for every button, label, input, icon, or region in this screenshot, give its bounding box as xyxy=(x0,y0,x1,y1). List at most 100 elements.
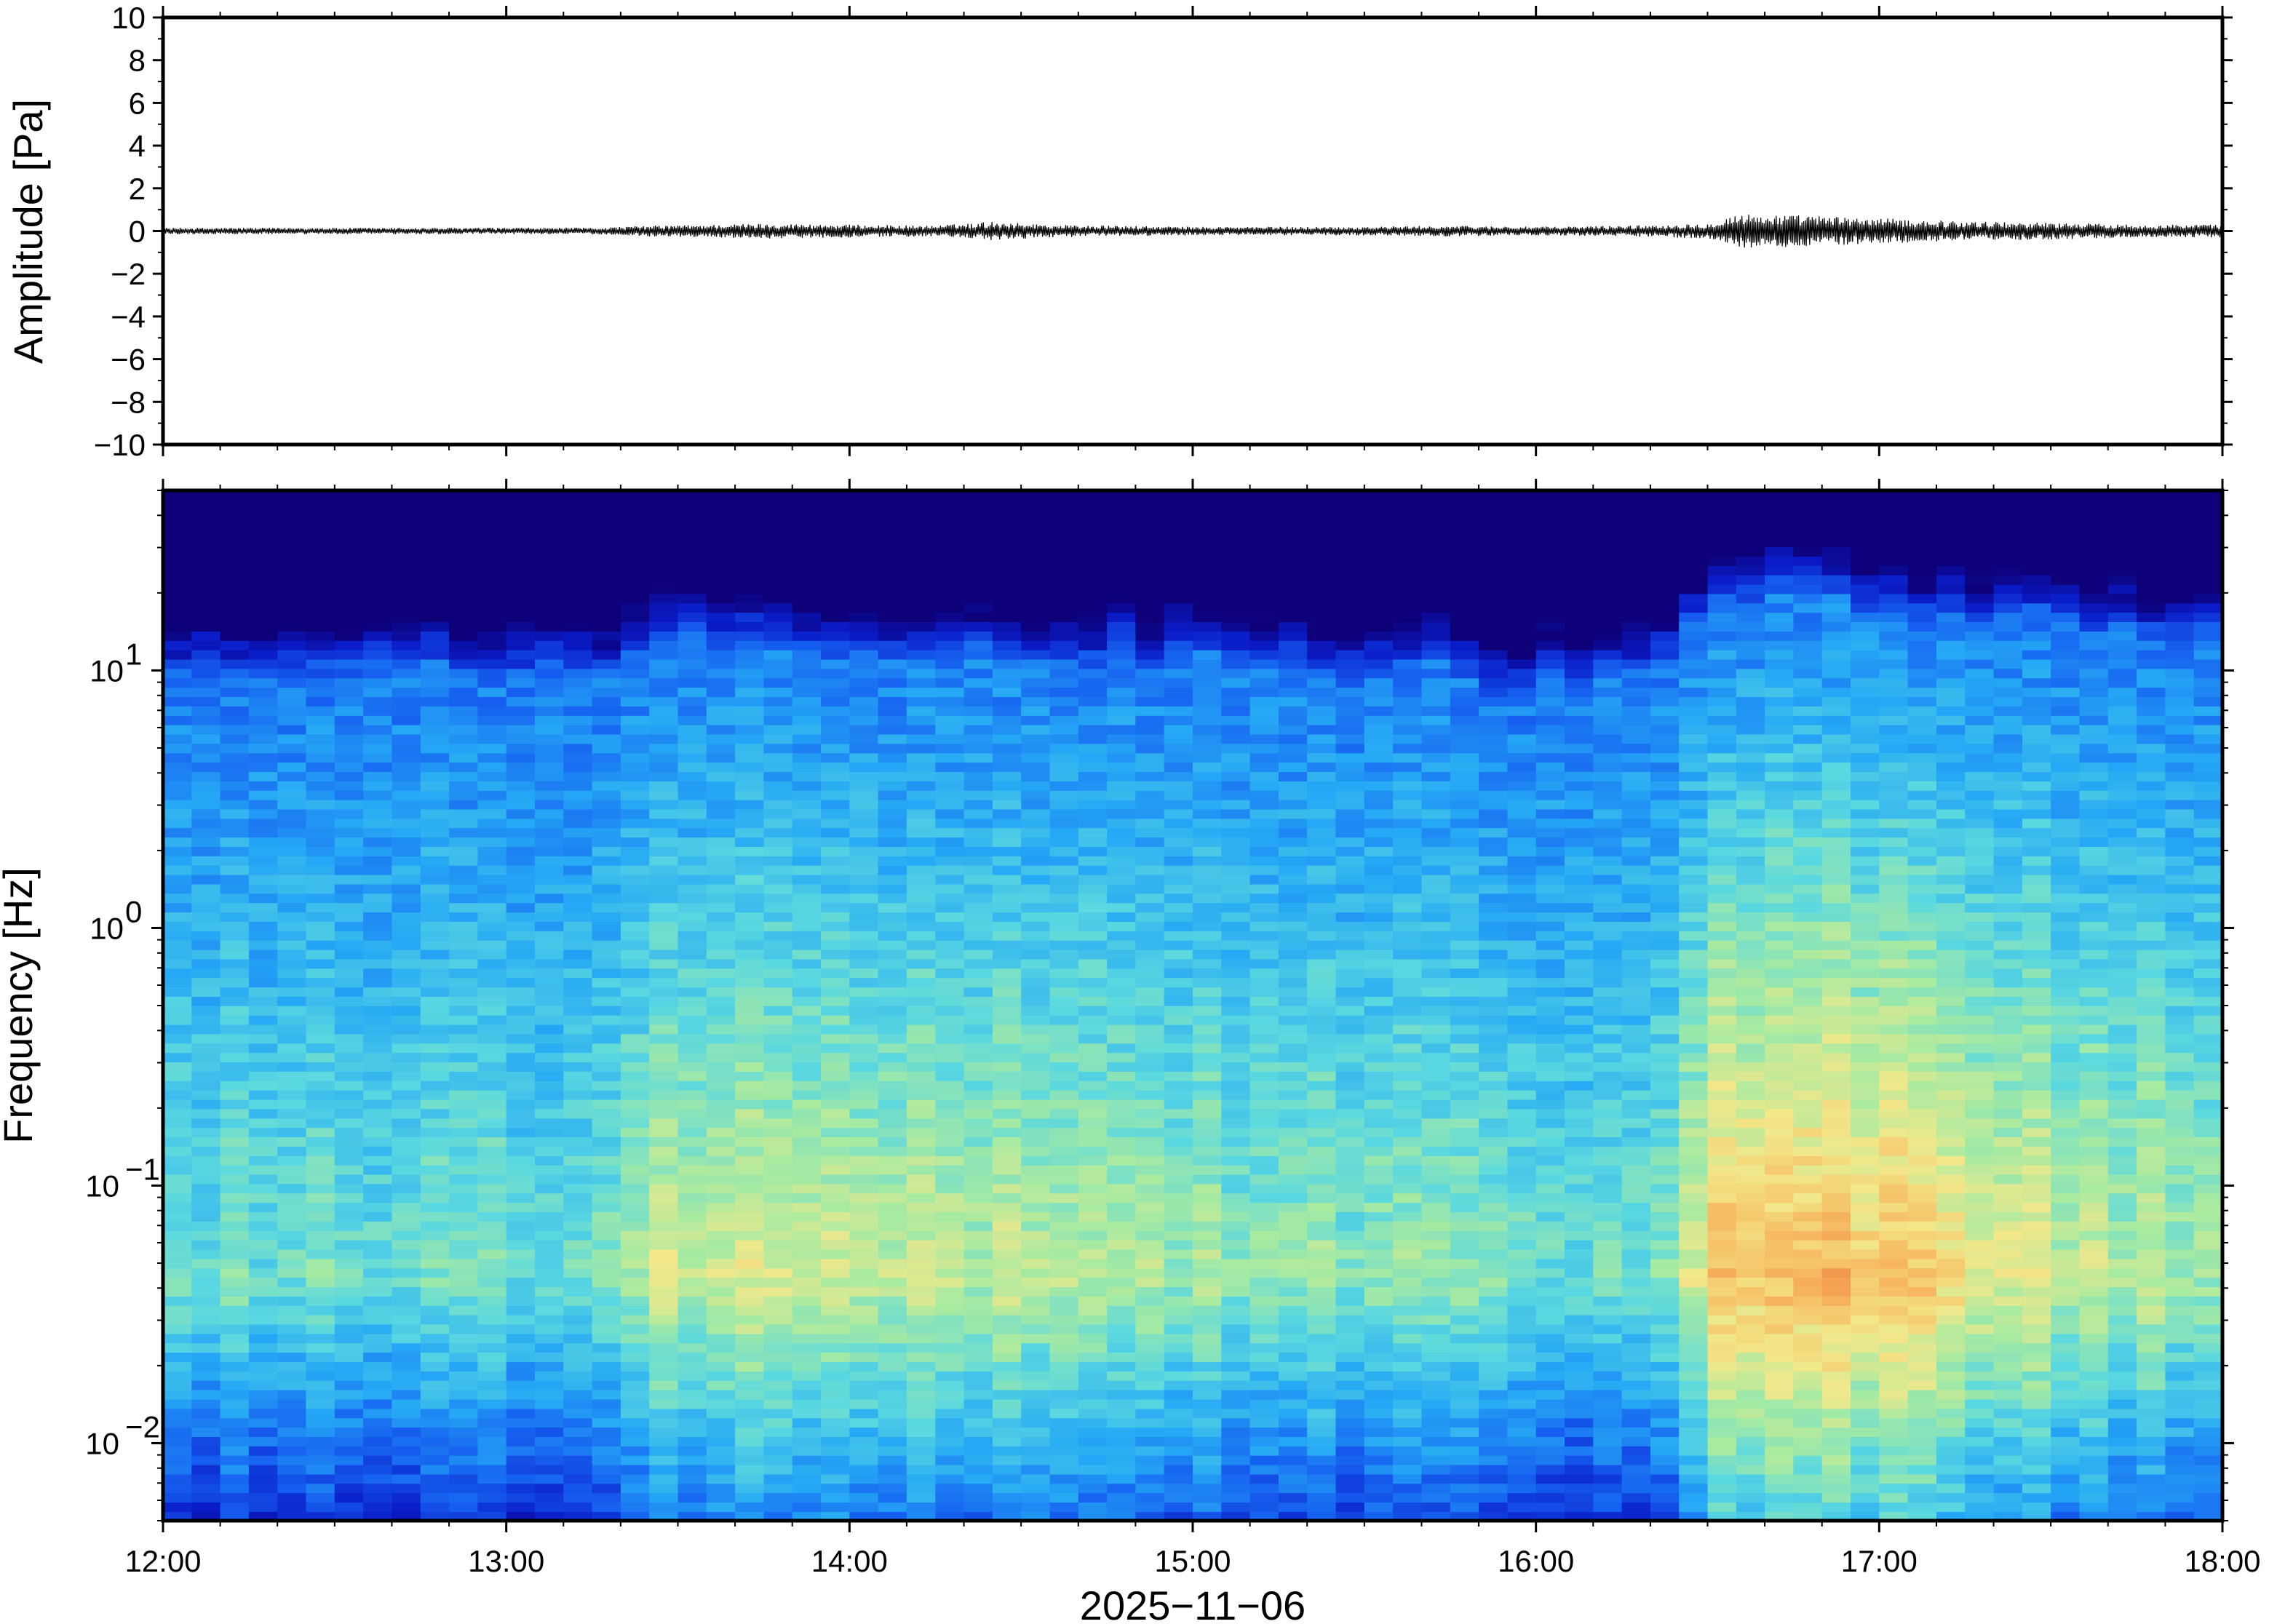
spectrogram-cell xyxy=(649,1258,679,1269)
spectrogram-cell xyxy=(1164,987,1193,997)
spectrogram-cell xyxy=(1193,1352,1223,1362)
spectrogram-cell xyxy=(792,733,822,744)
spectrogram-cell xyxy=(1278,752,1308,763)
spectrogram-cell xyxy=(706,893,736,904)
spectrogram-cell xyxy=(821,931,851,941)
spectrogram-cell xyxy=(1364,1446,1394,1456)
spectrogram-cell xyxy=(248,649,278,660)
spectrogram-cell xyxy=(1364,715,1394,725)
spectrogram-cell xyxy=(906,1305,936,1315)
spectrogram-cell xyxy=(1193,1164,1223,1175)
spectrogram-cell xyxy=(992,640,1022,650)
spectrogram-cell xyxy=(334,1417,364,1428)
spectrogram-cell xyxy=(392,1174,421,1185)
spectrogram-cell xyxy=(306,1436,335,1446)
spectrogram-cell xyxy=(163,631,193,641)
spectrogram-cell xyxy=(277,499,307,510)
spectrogram-cell xyxy=(220,1080,250,1091)
spectrogram-cell xyxy=(1335,762,1365,772)
spectrogram-cell xyxy=(392,846,421,856)
spectrogram-cell xyxy=(649,846,679,856)
spectrogram-cell xyxy=(449,733,479,744)
spectrogram-cell xyxy=(706,883,736,894)
spectrogram-cell xyxy=(1193,1483,1223,1494)
spectrogram-cell xyxy=(1307,921,1337,931)
spectrogram-cell xyxy=(649,1071,679,1081)
spectrogram-cell xyxy=(706,1324,736,1334)
spectrogram-cell xyxy=(334,799,364,810)
spectrogram-cell xyxy=(763,518,793,529)
spectrogram-cell xyxy=(849,602,879,613)
spectrogram-cell xyxy=(1078,1089,1108,1100)
spectrogram-cell xyxy=(191,958,221,969)
spectrogram-cell xyxy=(477,808,507,819)
spectrogram-cell xyxy=(906,1408,936,1419)
spectrogram-cell xyxy=(535,1024,565,1035)
spectrogram-cell xyxy=(792,1389,822,1400)
spectrogram-cell xyxy=(306,912,335,922)
spectrogram-cell xyxy=(334,1164,364,1175)
spectrogram-cell xyxy=(992,958,1022,969)
spectrogram-cell xyxy=(821,696,851,706)
spectrogram-cell xyxy=(334,1071,364,1081)
spectrogram-cell xyxy=(1393,1483,1423,1494)
spectrogram-cell xyxy=(963,968,993,979)
spectrogram-cell xyxy=(220,1417,250,1428)
spectrogram-cell xyxy=(449,621,479,632)
spectrogram-cell xyxy=(449,1398,479,1409)
spectrogram-cell xyxy=(1164,612,1193,622)
spectrogram-cell xyxy=(1021,733,1051,744)
spectrogram-cell xyxy=(677,1080,707,1091)
spectrogram-cell xyxy=(1107,1118,1137,1129)
spectrogram-cell xyxy=(420,696,450,706)
spectrogram-cell xyxy=(1221,1267,1251,1278)
spectrogram-cell xyxy=(1307,658,1337,669)
spectrogram-cell xyxy=(163,1127,193,1137)
spectrogram-cell xyxy=(935,687,965,697)
spectrogram-cell xyxy=(935,499,965,510)
spectrogram-cell xyxy=(334,1118,364,1129)
spectrogram-cell xyxy=(420,902,450,913)
spectrogram-cell xyxy=(506,1473,536,1484)
spectrogram-cell xyxy=(306,1155,335,1166)
spectrogram-cell xyxy=(1249,1193,1279,1203)
spectrogram-cell xyxy=(1193,499,1223,510)
spectrogram-cell xyxy=(1393,1221,1423,1231)
spectrogram-cell xyxy=(963,1473,993,1484)
spectrogram-cell xyxy=(1107,687,1137,697)
spectrogram-cell xyxy=(563,1408,593,1419)
spectrogram-cell xyxy=(1335,528,1365,538)
spectrogram-cell xyxy=(1307,1006,1337,1016)
spectrogram-cell xyxy=(1307,968,1337,979)
spectrogram-cell xyxy=(935,649,965,660)
spectrogram-cell xyxy=(1249,939,1279,950)
spectrogram-cell xyxy=(620,1380,650,1390)
spectrogram-cell xyxy=(1164,1502,1193,1512)
spectrogram-cell xyxy=(277,1146,307,1156)
spectrogram-cell xyxy=(477,1427,507,1437)
spectrogram-cell xyxy=(849,612,879,622)
spectrogram-cell xyxy=(906,537,936,548)
spectrogram-cell xyxy=(1393,931,1423,941)
spectrogram-cell xyxy=(792,696,822,706)
spectrogram-cell xyxy=(191,658,221,669)
spectrogram-cell xyxy=(220,902,250,913)
spectrogram-cell xyxy=(506,715,536,725)
spectrogram-cell xyxy=(1249,1155,1279,1166)
spectrogram-cell xyxy=(1393,1239,1423,1250)
spectrogram-cell xyxy=(821,1333,851,1344)
spectrogram-cell xyxy=(1393,499,1423,510)
spectrogram-cell xyxy=(248,1062,278,1072)
spectrogram-cell xyxy=(706,837,736,847)
spectrogram-cell xyxy=(1421,1454,1451,1465)
spectrogram-cell xyxy=(363,706,393,716)
spectrogram-cell xyxy=(277,518,307,529)
spectrogram-cell xyxy=(992,687,1022,697)
spectrogram-cell xyxy=(620,1408,650,1419)
spectrogram-cell xyxy=(1135,762,1165,772)
spectrogram-cell xyxy=(477,696,507,706)
spectrogram-cell xyxy=(191,996,221,1006)
spectrogram-cell xyxy=(1249,1277,1279,1287)
spectrogram-cell xyxy=(849,808,879,819)
spectrogram-cell xyxy=(1107,752,1137,763)
